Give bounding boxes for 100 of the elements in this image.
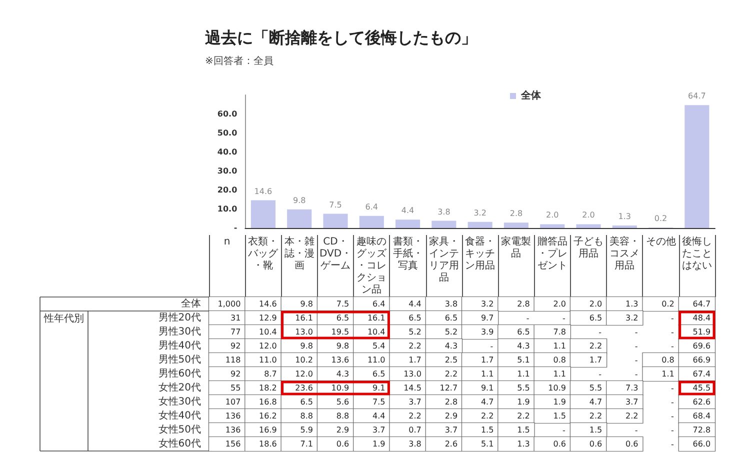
- data-label: 2.2: [408, 412, 422, 420]
- y-tick-label: 女性60代: [158, 438, 201, 450]
- data-label: 1.9: [553, 398, 566, 406]
- data-label: 0.2: [654, 214, 668, 224]
- y-tick-label: 男性50代: [158, 354, 201, 366]
- data-label: 1.1: [553, 370, 566, 378]
- text: -: [634, 356, 638, 365]
- x-tick-label: 家具・インテリア用品: [428, 236, 459, 284]
- data-label: 92: [230, 370, 241, 378]
- data-label: 2.2: [444, 370, 458, 378]
- data-label: 12.0: [259, 342, 277, 350]
- data-label: 92: [230, 342, 241, 350]
- y-tick-label: 男性30代: [158, 326, 201, 338]
- x-tick-label: 趣味のグッズ・コレクション品: [356, 236, 388, 296]
- data-label: 6.5: [444, 314, 458, 322]
- data-label: 3.7: [444, 426, 458, 434]
- data-label: 6.5: [408, 314, 422, 322]
- data-label: 5.6: [336, 398, 350, 406]
- bar: [359, 216, 384, 228]
- data-label: 5.2: [444, 328, 458, 336]
- data-label: 0.2: [662, 300, 674, 308]
- legend-label: 全体: [520, 90, 542, 102]
- data-label: 1.3: [626, 300, 638, 308]
- data-label: 10.9: [331, 384, 350, 392]
- text: -: [670, 384, 674, 393]
- data-label: 2.0: [589, 300, 602, 308]
- bar: [576, 224, 601, 228]
- x-tick-label: 後悔したことはない: [682, 236, 712, 272]
- data-label: 64.7: [688, 92, 706, 101]
- data-label: 5.4: [372, 342, 386, 350]
- data-label: 1.5: [589, 426, 602, 434]
- data-label: 4.4: [408, 300, 422, 308]
- y-tick-label: -: [234, 224, 238, 232]
- data-label: 1.1: [662, 370, 674, 378]
- data-label: 9.7: [480, 314, 494, 322]
- data-label: 7.5: [372, 398, 386, 406]
- data-label: 16.8: [259, 398, 277, 406]
- data-label: 2.0: [553, 300, 566, 308]
- text: -: [634, 426, 638, 435]
- text: -: [670, 440, 674, 449]
- data-label: 62.6: [692, 398, 711, 406]
- data-label: 69.6: [692, 342, 711, 350]
- data-label: 67.4: [692, 370, 711, 378]
- text: -: [670, 314, 674, 323]
- data-label: 107: [225, 398, 241, 406]
- bar: [540, 224, 565, 228]
- y-tick-label: 10.0: [217, 204, 238, 214]
- data-label: 4.7: [480, 398, 494, 406]
- data-label: 2.8: [444, 398, 458, 406]
- data-label: 3.2: [474, 208, 486, 218]
- text: -: [598, 370, 602, 379]
- data-label: 6.4: [365, 202, 378, 212]
- y-tick-label: 女性40代: [158, 410, 201, 422]
- text: -: [490, 342, 494, 351]
- data-label: 7.1: [300, 440, 313, 448]
- data-label: 7.3: [626, 384, 638, 392]
- y-tick-label: 60.0: [217, 110, 238, 118]
- data-label: 1.1: [517, 370, 530, 378]
- data-label: 18.2: [259, 384, 277, 392]
- data-label: 10.4: [259, 328, 277, 336]
- data-label: 3.2: [480, 300, 494, 308]
- x-tick-label: CD・DVD・ゲーム: [319, 236, 352, 272]
- data-label: 6.5: [372, 370, 386, 378]
- y-tick-label: 男性60代: [158, 368, 201, 380]
- data-label: 2.9: [336, 426, 350, 434]
- chart-subtitle: ※回答者：全員: [205, 54, 274, 68]
- data-label: 6.5: [300, 398, 313, 406]
- x-tick-label: 贈答品・プレゼント: [537, 236, 568, 272]
- data-label: 5.5: [589, 384, 602, 392]
- data-label: 3.7: [408, 398, 422, 406]
- data-label: 5.5: [517, 384, 530, 392]
- data-label: 16.9: [259, 426, 277, 434]
- y-tick-label: 女性50代: [158, 424, 201, 436]
- data-label: 9.8: [292, 196, 306, 205]
- data-label: 0.8: [553, 356, 566, 364]
- data-label: 2.6: [444, 440, 458, 448]
- y-tick-label: 女性20代: [158, 382, 201, 394]
- data-label: 1.3: [618, 212, 632, 222]
- data-label: 0.6: [589, 440, 602, 448]
- data-label: 2.8: [510, 209, 523, 218]
- data-label: 6.5: [517, 328, 530, 336]
- y-tick-label: 男性40代: [158, 340, 201, 352]
- y-tick-label: 30.0: [217, 166, 238, 176]
- data-label: 2.0: [546, 210, 559, 220]
- text: -: [598, 328, 602, 337]
- data-label: 3.2: [626, 314, 638, 322]
- text: -: [670, 426, 674, 435]
- data-label: 31: [230, 314, 241, 322]
- data-label: 64.7: [692, 300, 711, 308]
- y-tick-label: 50.0: [217, 128, 238, 138]
- data-label: 9.1: [480, 384, 494, 392]
- data-label: 14.6: [254, 186, 272, 196]
- data-label: 7.8: [553, 328, 566, 336]
- data-label: 7.5: [329, 200, 342, 210]
- y-tick-label: 男性20代: [158, 312, 201, 324]
- bar: [468, 222, 492, 228]
- data-label: 7.5: [336, 300, 350, 308]
- data-label: 13.0: [295, 328, 313, 336]
- data-label: 66.0: [692, 440, 711, 448]
- x-tick-label: その他: [646, 236, 676, 248]
